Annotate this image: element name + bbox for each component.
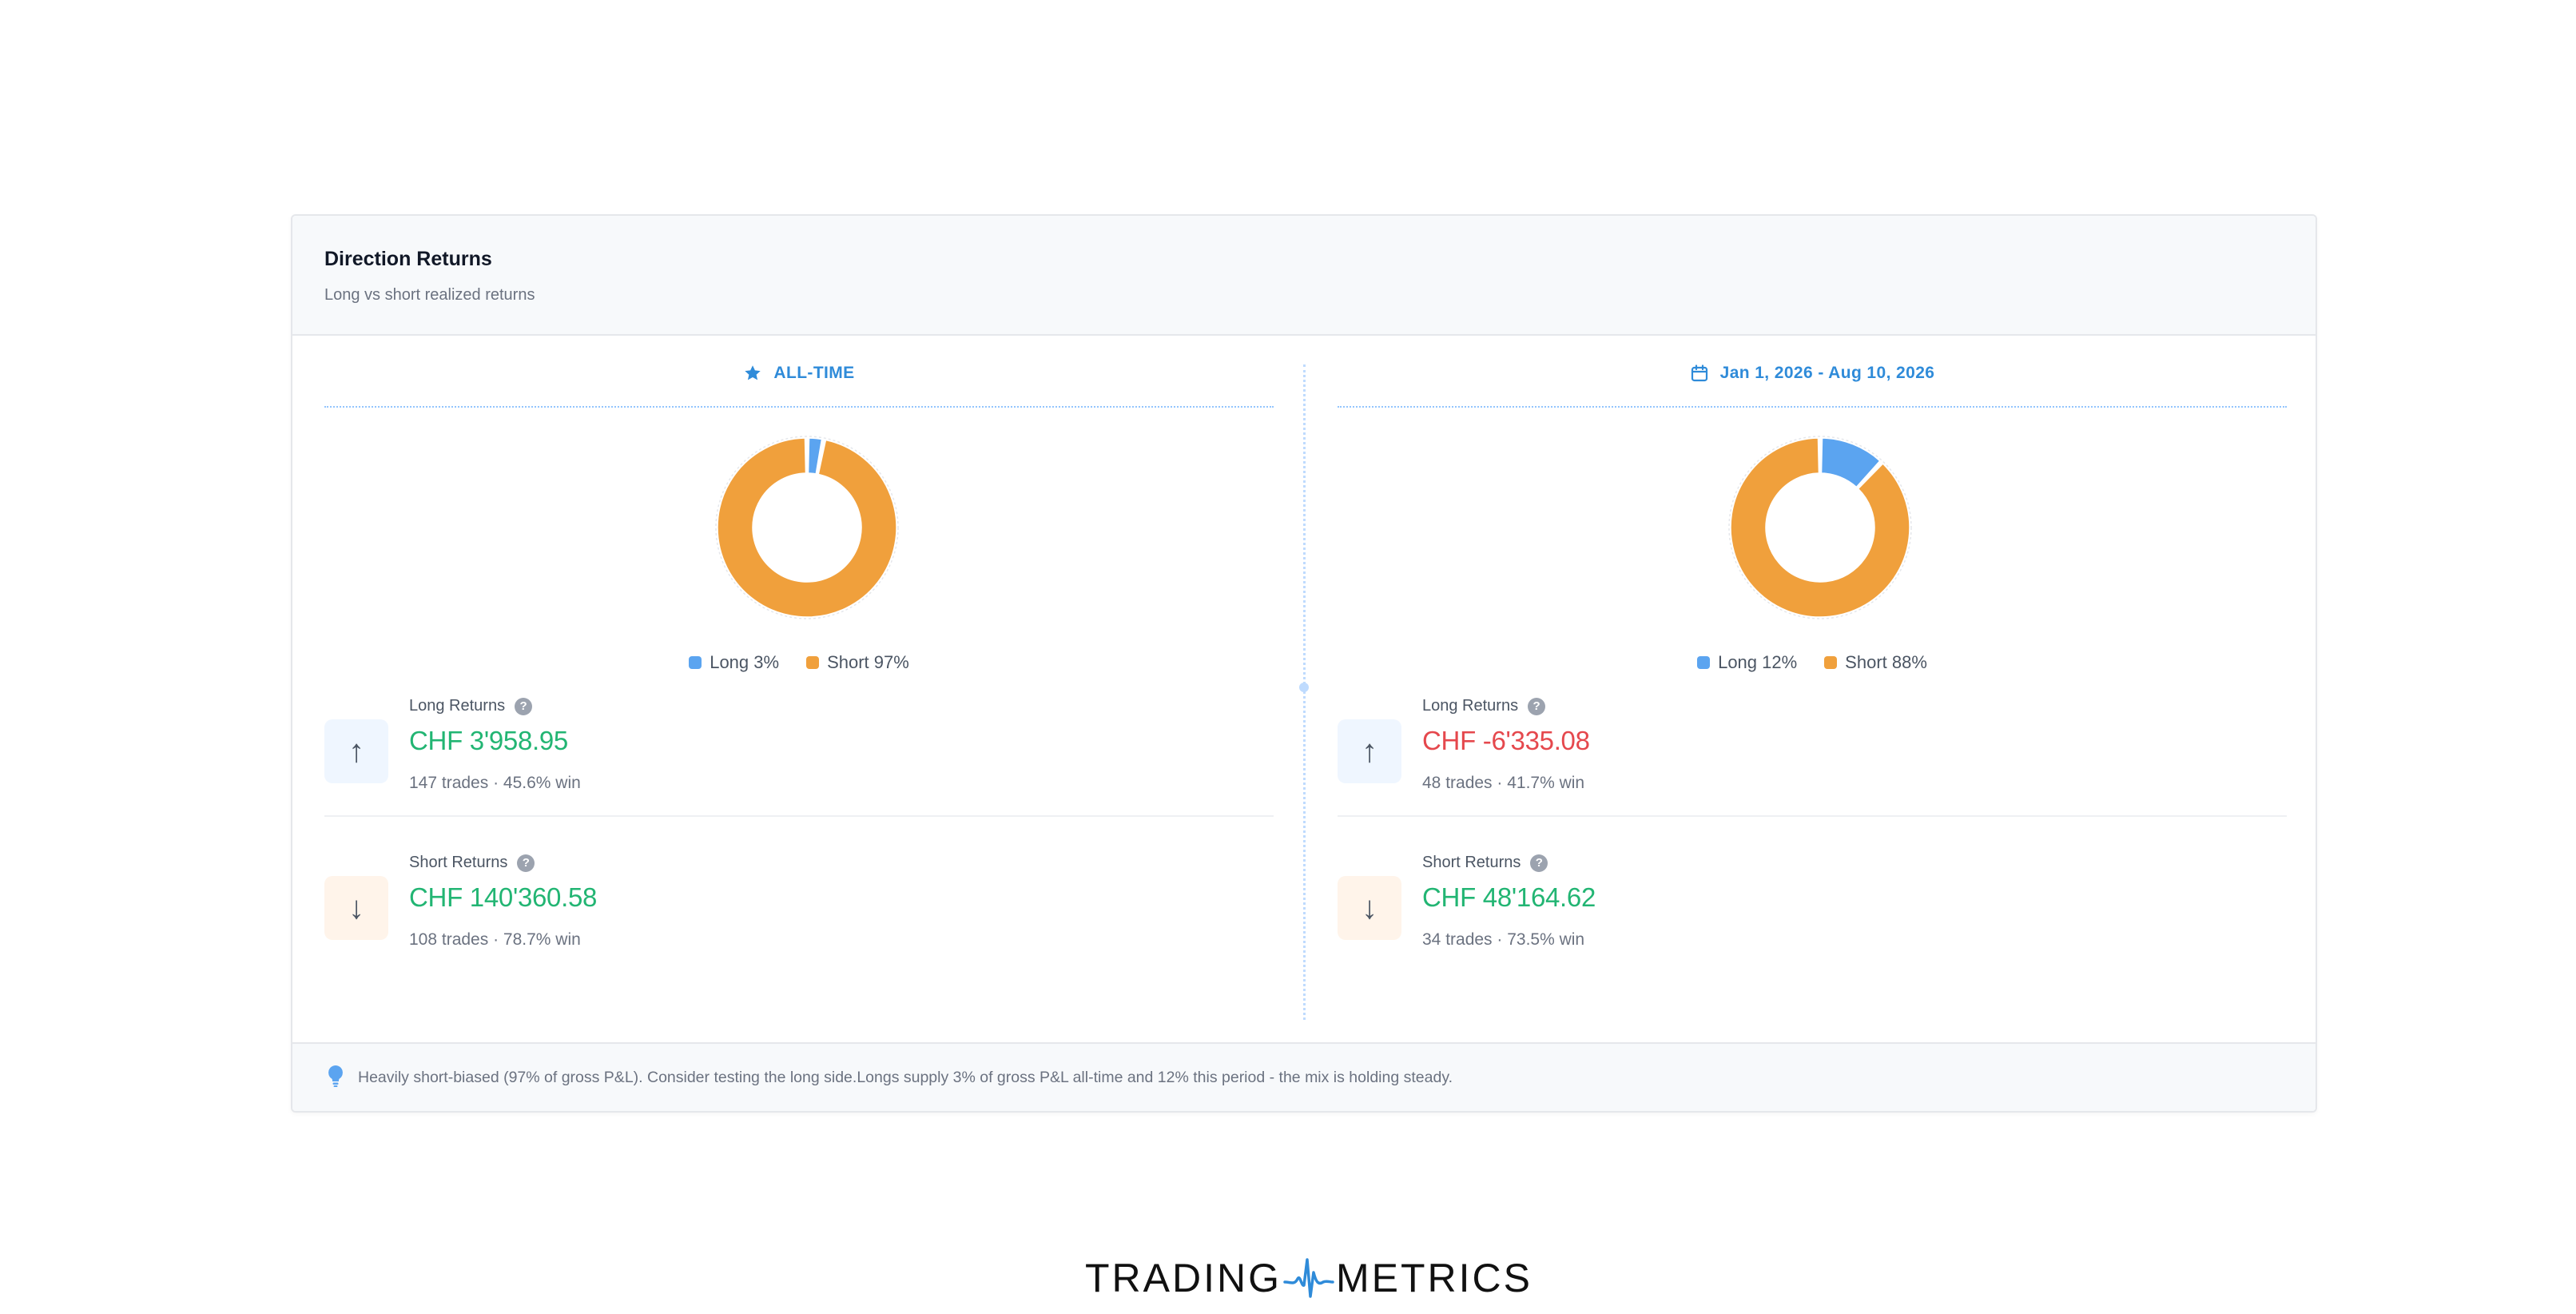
legend-item-long[interactable]: Long 12%	[1697, 652, 1797, 673]
lightbulb-icon	[326, 1064, 345, 1092]
period-label: ALL-TIME	[773, 364, 855, 382]
arrow-down-icon: ↓	[324, 876, 388, 940]
short-returns-value: CHF 48'164.62	[1422, 882, 1596, 912]
card-title: Direction Returns	[324, 248, 492, 270]
legend-item-short[interactable]: Short 97%	[806, 652, 909, 673]
arrow-up-icon: ↑	[324, 719, 388, 783]
long-returns-metric: ↑ Long Returns ? CHF 3'958.95 147 trades…	[324, 686, 1274, 806]
pulse-icon	[1282, 1250, 1336, 1306]
long-returns-label-row: Long Returns ?	[409, 697, 533, 715]
short-returns-stats: 108 trades · 78.7% win	[409, 930, 581, 949]
legend-swatch-long	[1697, 656, 1711, 669]
tradingmetrics-logo: TRADING METRICS	[1085, 1242, 1532, 1314]
metric-separator	[324, 815, 1274, 817]
legend-label-short: Short 97%	[827, 652, 909, 672]
long-returns-label-row: Long Returns ?	[1422, 697, 1546, 715]
period-label: Jan 1, 2026 - Aug 10, 2026	[1719, 364, 1935, 382]
long-returns-value: CHF -6'335.08	[1422, 726, 1590, 755]
arrow-down-icon: ↓	[1338, 876, 1401, 940]
direction-returns-card: Direction Returns Long vs short realized…	[291, 214, 2317, 1113]
card-header: Direction Returns Long vs short realized…	[292, 216, 2316, 336]
star-icon	[743, 364, 762, 383]
long-returns-stats: 147 trades · 45.6% win	[409, 774, 581, 792]
help-icon[interactable]: ?	[517, 854, 535, 872]
short-returns-metric: ↓ Short Returns ? CHF 140'360.58 108 tra…	[324, 842, 1274, 962]
legend-item-long[interactable]: Long 3%	[689, 652, 779, 673]
help-icon[interactable]: ?	[1528, 697, 1546, 715]
short-returns-stats: 34 trades · 73.5% win	[1422, 930, 1585, 949]
legend-swatch-long	[689, 656, 702, 669]
legend-swatch-short	[806, 656, 820, 669]
help-icon[interactable]: ?	[1530, 854, 1548, 872]
arrow-up-icon: ↑	[1338, 719, 1401, 783]
short-returns-label-row: Short Returns ?	[1422, 854, 1548, 872]
long-returns-stats: 48 trades · 41.7% win	[1422, 774, 1585, 792]
donut-chart	[711, 432, 903, 623]
legend-label-long: Long 3%	[710, 652, 780, 672]
legend-label-short: Short 88%	[1845, 652, 1927, 672]
help-icon[interactable]: ?	[515, 697, 533, 715]
panel-divider	[1303, 364, 1306, 1020]
panel-all-time: ALL-TIME Long 3% Short 97% ↑ Long Return…	[324, 336, 1274, 1015]
long-returns-label: Long Returns	[1422, 697, 1519, 715]
insight-footer: Heavily short-biased (97% of gross P&L).…	[292, 1042, 2316, 1111]
donut-slice-short[interactable]	[717, 437, 897, 618]
calendar-icon	[1690, 364, 1709, 383]
chart-legend: Long 3% Short 97%	[324, 652, 1274, 673]
metric-separator	[1338, 815, 2287, 817]
legend-label-long: Long 12%	[1718, 652, 1798, 672]
legend-item-short[interactable]: Short 88%	[1824, 652, 1927, 673]
short-returns-label: Short Returns	[1422, 854, 1521, 871]
panel-period: Jan 1, 2026 - Aug 10, 2026 Long 12% Shor…	[1338, 336, 2287, 1015]
brand-left-word: TRADING	[1085, 1256, 1282, 1300]
long-returns-metric: ↑ Long Returns ? CHF -6'335.08 48 trades…	[1338, 686, 2287, 806]
period-header[interactable]: Jan 1, 2026 - Aug 10, 2026	[1338, 336, 2287, 408]
period-header[interactable]: ALL-TIME	[324, 336, 1274, 408]
donut-outline	[715, 436, 899, 619]
donut-slice-short[interactable]	[1730, 437, 1910, 618]
legend-swatch-short	[1824, 656, 1838, 669]
chart-legend: Long 12% Short 88%	[1338, 652, 2287, 673]
donut-outline	[1728, 436, 1912, 619]
brand-right-word: METRICS	[1336, 1256, 1532, 1300]
short-returns-label: Short Returns	[409, 854, 508, 871]
divider-dot	[1299, 683, 1309, 692]
short-returns-metric: ↓ Short Returns ? CHF 48'164.62 34 trade…	[1338, 842, 2287, 962]
short-returns-value: CHF 140'360.58	[409, 882, 598, 912]
short-returns-label-row: Short Returns ?	[409, 854, 535, 872]
donut-slice-long[interactable]	[1820, 437, 1881, 488]
card-subtitle: Long vs short realized returns	[324, 286, 535, 304]
donut-slice-long[interactable]	[807, 437, 823, 475]
donut-chart	[1724, 432, 1916, 623]
long-returns-value: CHF 3'958.95	[409, 726, 568, 755]
long-returns-label: Long Returns	[409, 697, 506, 715]
insight-text: Heavily short-biased (97% of gross P&L).…	[358, 1068, 1453, 1086]
